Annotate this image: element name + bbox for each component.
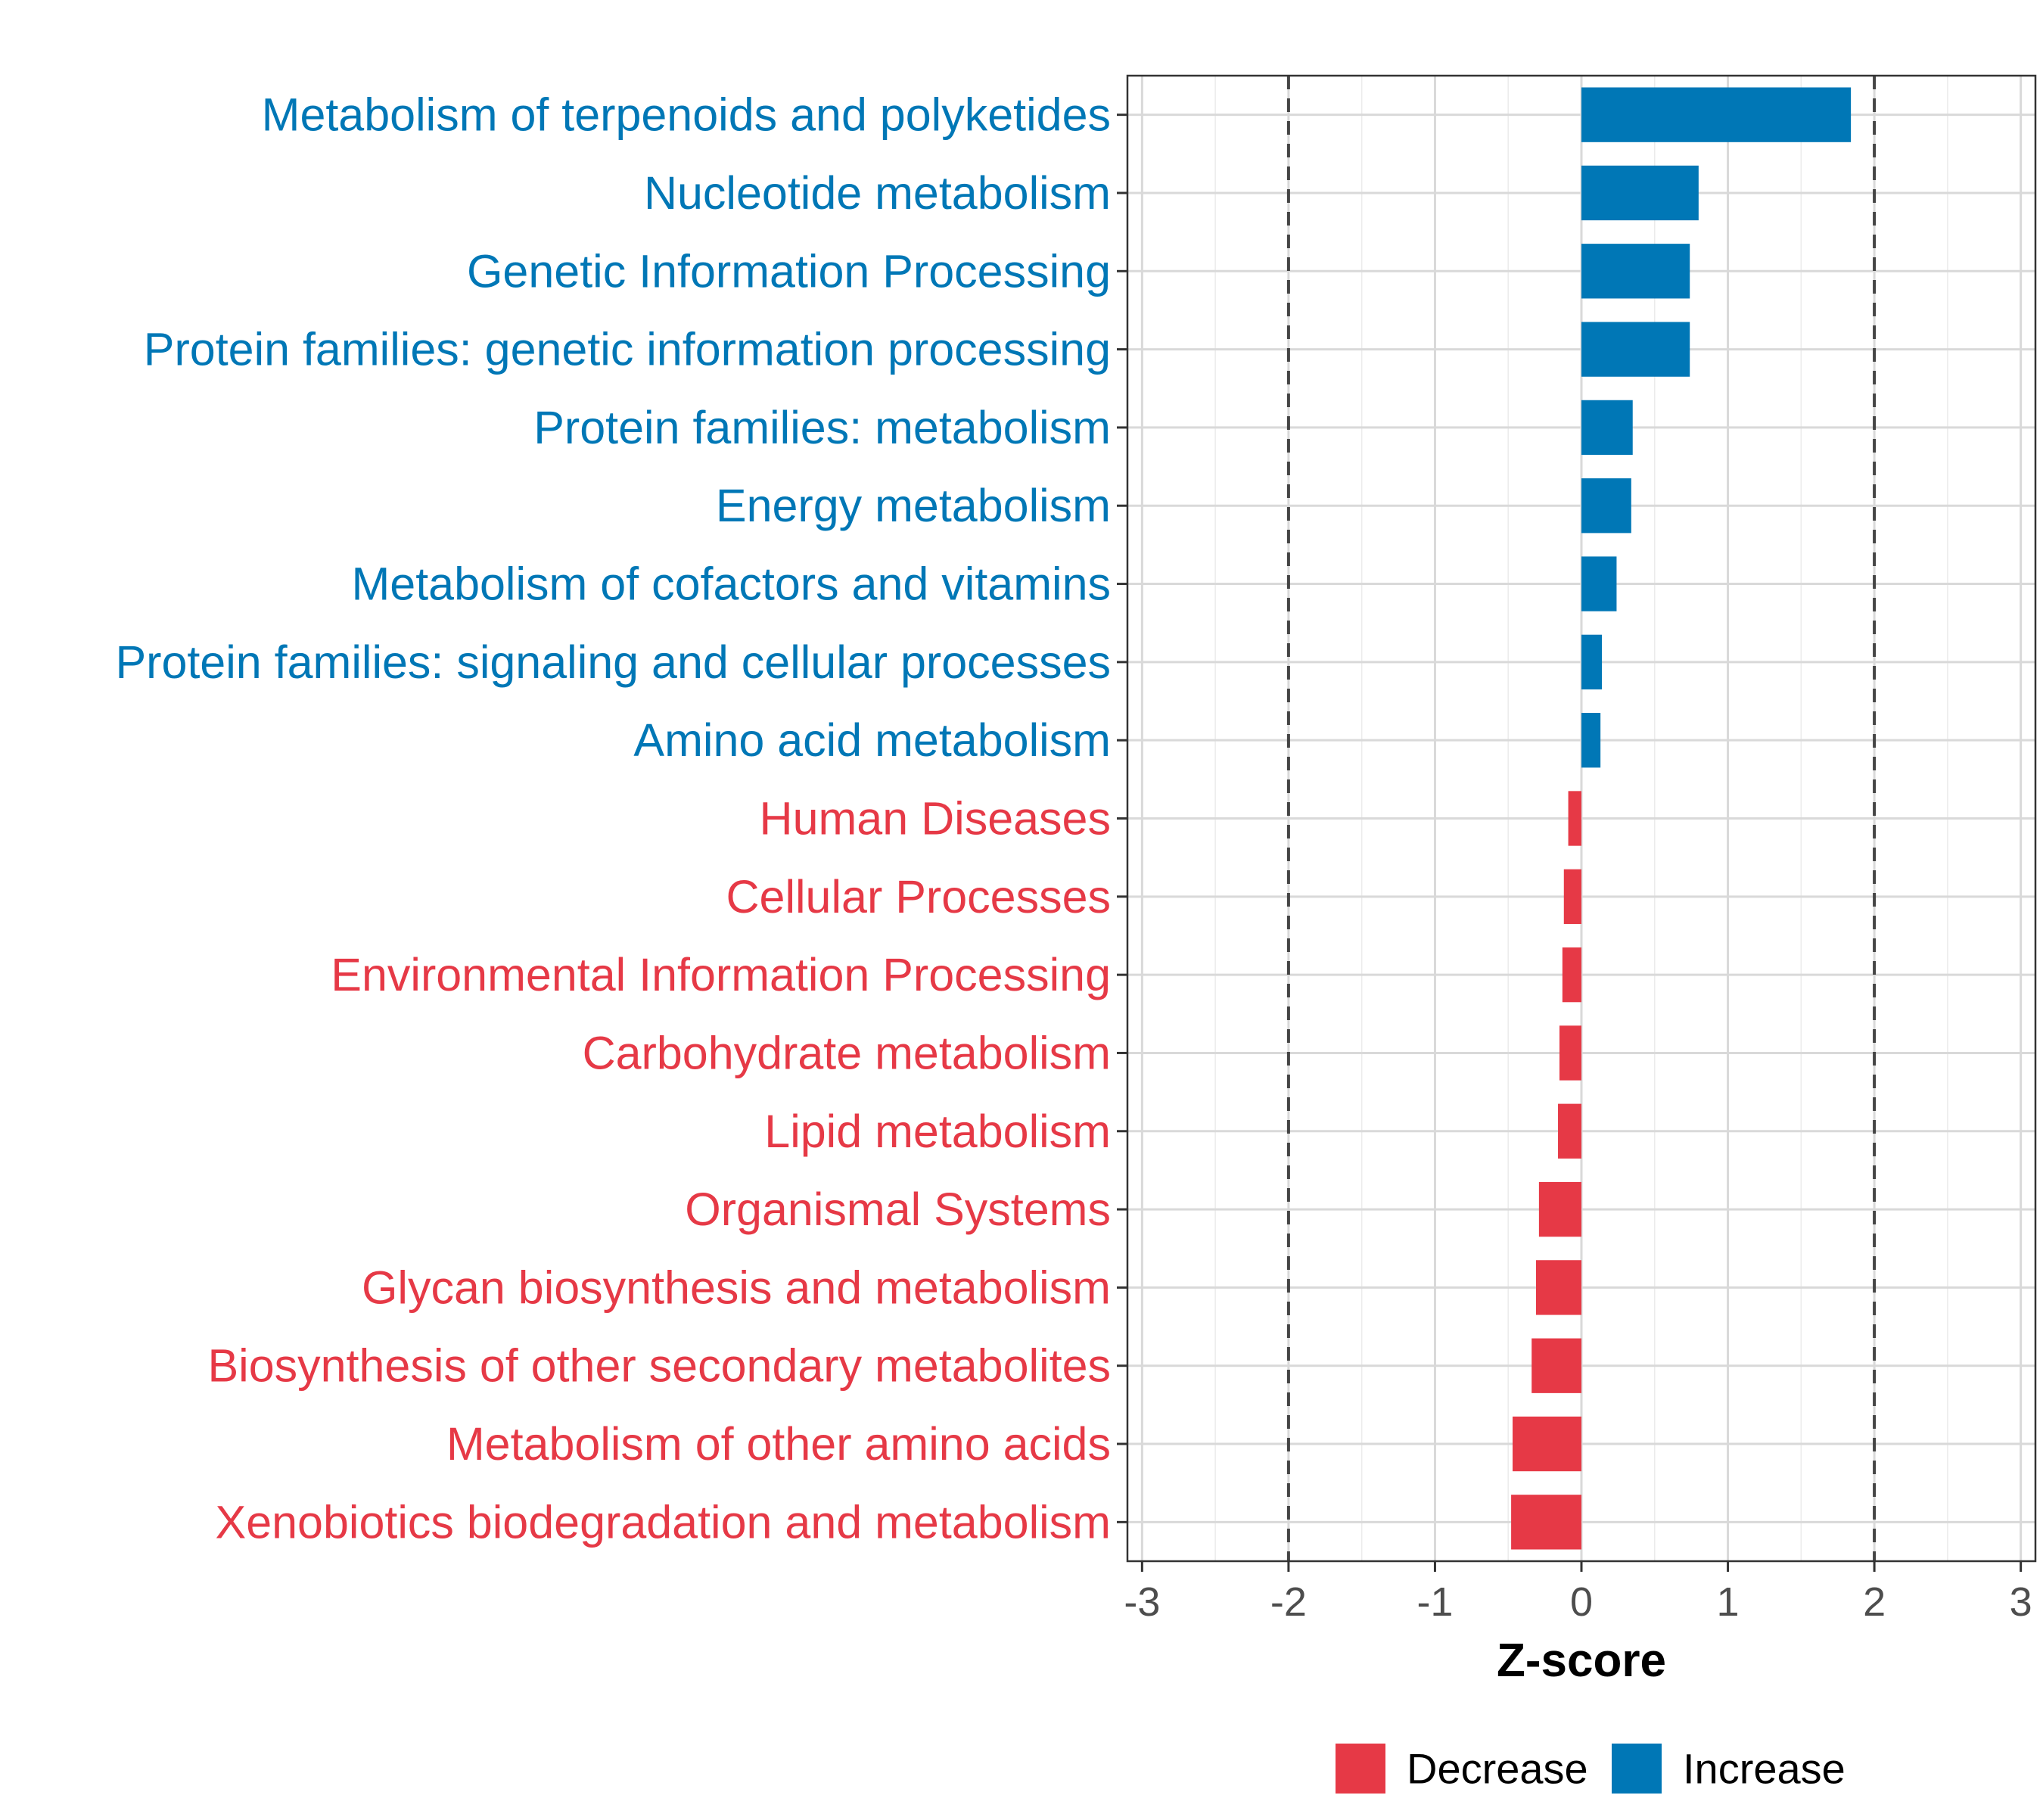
x-tick-label: -1 [1416,1579,1453,1625]
y-tick-label: Biosynthesis of other secondary metaboli… [207,1340,1111,1392]
bar [1568,791,1581,846]
y-tick-label: Protein families: signaling and cellular… [115,636,1111,688]
y-tick-label: Lipid metabolism [764,1106,1111,1157]
x-tick-label: -2 [1270,1579,1307,1625]
bar [1581,244,1690,299]
bar [1581,322,1690,377]
bar [1581,634,1603,690]
y-axis: Metabolism of terpenoids and polyketides… [115,89,1127,1548]
y-tick-label: Nucleotide metabolism [644,167,1111,219]
reference-lines [1286,76,1877,1561]
bar [1536,1260,1581,1315]
x-tick-label: 2 [1863,1579,1886,1625]
bar [1538,1181,1581,1237]
x-axis: -3 -2 -1 0 1 2 3 [1124,1561,2032,1625]
y-tick-label: Glycan biosynthesis and metabolism [362,1262,1111,1313]
bar [1562,947,1581,1003]
y-tick-label: Metabolism of terpenoids and polyketides [262,89,1111,141]
y-tick-label: Protein families: genetic information pr… [144,324,1111,375]
x-tick-label: 0 [1570,1579,1593,1625]
y-tick-label: Energy metabolism [716,480,1111,531]
y-tick-label: Protein families: metabolism [533,402,1111,453]
bar [1581,165,1699,221]
legend-key [1336,1744,1385,1794]
x-axis-title: Z-score [1497,1635,1666,1687]
bar [1581,478,1631,534]
legend-label: Decrease [1407,1745,1588,1793]
y-tick-label: Metabolism of other amino acids [446,1418,1111,1470]
y-tick-label: Amino acid metabolism [633,714,1111,766]
bar [1559,1025,1581,1081]
y-tick-label: Carbohydrate metabolism [583,1027,1111,1078]
bar [1581,713,1601,768]
y-tick-label: Cellular Processes [726,871,1111,922]
bar [1531,1338,1581,1393]
x-tick-label: -3 [1124,1579,1160,1625]
x-tick-label: 3 [2010,1579,2032,1625]
y-tick-label: Human Diseases [760,793,1111,845]
y-tick-label: Organismal Systems [685,1184,1111,1235]
bar [1581,400,1633,456]
bar [1581,556,1617,611]
x-tick-label: 1 [1717,1579,1740,1625]
bar [1511,1495,1581,1550]
bar [1558,1103,1581,1159]
legend: Decrease Increase [1336,1744,1846,1794]
bar [1513,1416,1581,1472]
bar-layer [1511,87,1852,1550]
y-tick-label: Environmental Information Processing [331,949,1111,1000]
y-tick-label: Metabolism of cofactors and vitamins [351,558,1111,610]
bar [1581,87,1852,142]
legend-label: Increase [1683,1745,1846,1793]
legend-key [1612,1744,1662,1794]
y-tick-label: Genetic Information Processing [467,245,1111,297]
bar [1563,869,1581,924]
y-tick-label: Xenobiotics biodegradation and metabolis… [216,1496,1111,1548]
